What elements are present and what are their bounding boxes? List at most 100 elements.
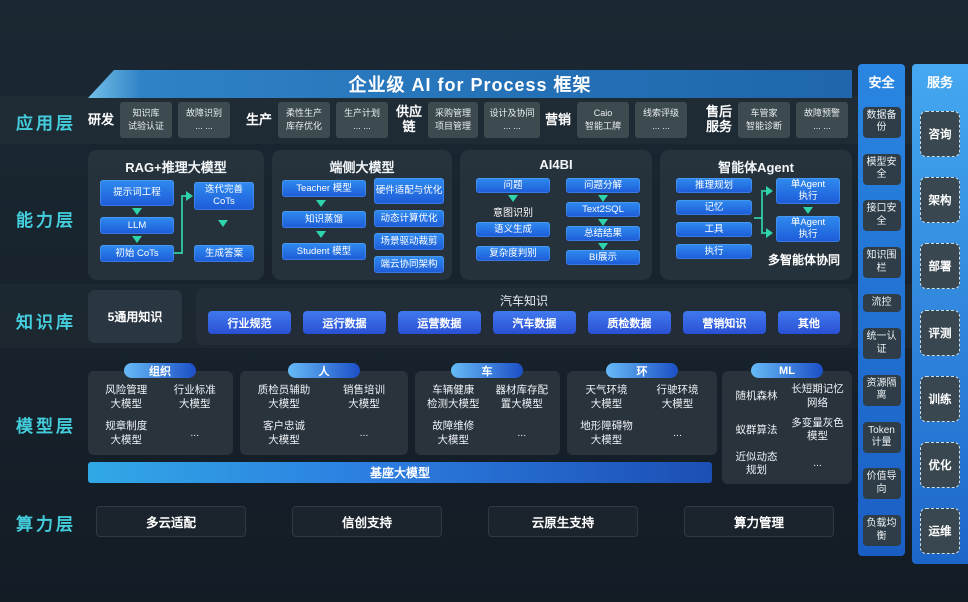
general-knowledge-box: 5通用知识	[88, 290, 182, 343]
node-complexity-judge: 复杂度判别	[476, 246, 550, 261]
node-summarize: 总结结果	[566, 226, 640, 241]
app-group-marketing: 营销 Caio 智能工牌 线索评级 ... ...	[545, 100, 688, 140]
node-teacher-model: Teacher 模型	[282, 180, 366, 197]
model-item: ...	[190, 427, 200, 440]
security-column: 安全 数据备份 模型安全 接口安全 知识围栏 流控 统一认证 资源隔离 Toke…	[858, 64, 905, 556]
model-item: 蚁群算法	[735, 423, 778, 436]
layer-label-application: 应用层	[16, 114, 76, 133]
panel-title: AI4BI	[539, 157, 573, 172]
app-group-supply-chain: 供应 链 采购管理 项目管理 设计及协同 ... ...	[396, 100, 541, 140]
model-item: ...	[517, 427, 527, 440]
model-panel-vehicle: 车辆健康 检测大模型 器材库存配 置大模型 故障维修 大模型 ...	[415, 371, 560, 455]
compute-item-xinchuang: 信创支持	[292, 506, 442, 537]
security-item: 数据备份	[862, 106, 901, 138]
knowledge-button: 其他	[777, 311, 841, 334]
app-group-production: 生产 柔性生产 库存优化 生产计划 ... ...	[246, 100, 389, 140]
arrow-down-icon	[598, 219, 608, 226]
pill-environment: 环	[606, 363, 678, 378]
security-item: 流控	[862, 293, 901, 313]
model-item: 长短期记忆 网络	[791, 383, 844, 409]
panel-title: RAG+推理大模型	[125, 160, 227, 175]
node-prompt-engineering: 提示词工程	[100, 180, 174, 206]
panel-ai4bi: AI4BI 问题 意图识别 语义生成 复杂度判别 问题分解 Text2SQL 总…	[460, 150, 652, 280]
model-item: 行驶环境 大模型	[656, 384, 699, 410]
layer-label-knowledge: 知识库	[16, 313, 76, 332]
node-question: 问题	[476, 178, 550, 193]
pill-people: 人	[288, 363, 360, 378]
service-item: 部署	[920, 243, 960, 290]
arrow-right-icon	[766, 186, 773, 196]
app-item: 设计及协同 ... ...	[484, 102, 541, 138]
model-grid: 车辆健康 检测大模型 器材库存配 置大模型 故障维修 大模型 ...	[419, 381, 556, 451]
service-item: 咨询	[920, 111, 960, 158]
panel-title: 智能体Agent	[718, 160, 794, 175]
compute-item-cloudnative: 云原生支持	[488, 506, 638, 537]
app-group-label: 研发	[88, 111, 115, 127]
compute-item-management: 算力管理	[684, 506, 834, 537]
model-item: 销售培训 大模型	[343, 384, 385, 410]
model-item: 规章制度 大模型	[105, 420, 148, 446]
knowledge-button: 运营数据	[397, 311, 481, 334]
node-dynamic-compute: 动态计算优化	[374, 210, 444, 227]
app-item: 柔性生产 库存优化	[278, 102, 331, 138]
security-item: Token计量	[862, 421, 901, 453]
app-item: 线索评级 ... ...	[635, 102, 688, 138]
layer-label-capability: 能力层	[16, 211, 76, 230]
node-distillation: 知识蒸馏	[282, 211, 366, 228]
model-item: 车辆健康 检测大模型	[427, 384, 480, 410]
node-generate-answer: 生成答案	[194, 245, 254, 262]
node-iterate-cots: 迭代完善 CoTs	[194, 182, 254, 210]
model-item: 风险管理 大模型	[105, 384, 148, 410]
arrow-down-icon	[316, 200, 326, 207]
model-panel-people: 质检员辅助 大模型 销售培训 大模型 客户忠诚 大模型 ...	[240, 371, 408, 455]
node-question-decompose: 问题分解	[566, 178, 640, 193]
multi-agent-caption: 多智能体协同	[767, 253, 840, 267]
model-item: 故障维修 大模型	[432, 420, 475, 446]
model-item: 随机森林	[735, 390, 778, 402]
model-item: ...	[673, 427, 682, 440]
connector-line	[763, 232, 767, 234]
arrow-right-icon	[186, 191, 193, 201]
foundation-model-bar: 基座大模型	[88, 462, 712, 483]
node-bi-display: BI展示	[566, 250, 640, 265]
knowledge-button: 行业规范	[208, 311, 291, 334]
app-group-after-sales: 售后 服务 车管家 智能诊断 故障预警 ... ...	[706, 100, 849, 140]
knowledge-button: 营销知识	[682, 311, 766, 334]
security-item: 资源隔离	[862, 374, 901, 406]
model-item: 器材库存配 置大模型	[495, 384, 549, 410]
model-item: 天气环境 大模型	[585, 384, 628, 410]
panel-rag: RAG+推理大模型 提示词工程 LLM 初始 CoTs 迭代完善 CoTs 生成…	[88, 150, 264, 280]
node-execute: 执行	[676, 244, 752, 259]
connector-line	[761, 190, 763, 234]
node-cloud-edge-arch: 端云协同架构	[374, 256, 444, 273]
arrow-down-icon	[598, 243, 608, 250]
node-llm: LLM	[100, 217, 174, 234]
arrow-down-icon	[508, 195, 518, 202]
compute-item-multicloud: 多云适配	[96, 506, 246, 537]
service-item: 训练	[920, 375, 960, 422]
model-item: 多变量灰色 模型	[791, 416, 844, 443]
knowledge-button: 运行数据	[302, 311, 386, 334]
layer-label-model: 模型层	[16, 417, 76, 436]
service-header: 服务	[926, 75, 953, 90]
model-item: 行业标准 大模型	[173, 384, 216, 410]
node-student-model: Student 模型	[282, 243, 366, 260]
node-memory: 记忆	[676, 200, 752, 215]
app-group-rnd: 研发 知识库 试验认证 故障识别 ... ...	[88, 100, 231, 140]
node-intent-recognition: 意图识别	[493, 208, 533, 219]
app-item: 车管家 智能诊断	[738, 102, 791, 138]
service-item: 评测	[920, 309, 960, 356]
arrow-down-icon	[803, 207, 813, 214]
model-grid: 质检员辅助 大模型 销售培训 大模型 客户忠诚 大模型 ...	[244, 381, 404, 451]
app-group-label: 生产	[246, 111, 273, 127]
model-panel-organization: 风险管理 大模型 行业标准 大模型 规章制度 大模型 ...	[88, 371, 233, 455]
panel-title: 端侧大模型	[329, 160, 395, 175]
arrow-down-icon	[218, 220, 228, 227]
model-panel-ml: 随机森林 长短期记忆 网络 蚁群算法 多变量灰色 模型 近似动态 规划 ...	[722, 371, 852, 484]
arrow-down-icon	[598, 195, 608, 202]
security-item: 负载均衡	[862, 515, 901, 546]
node-text2sql: Text2SQL	[566, 202, 640, 217]
arrow-down-icon	[132, 208, 142, 215]
arrow-down-icon	[132, 236, 142, 243]
app-item: 故障识别 ... ...	[178, 102, 231, 138]
